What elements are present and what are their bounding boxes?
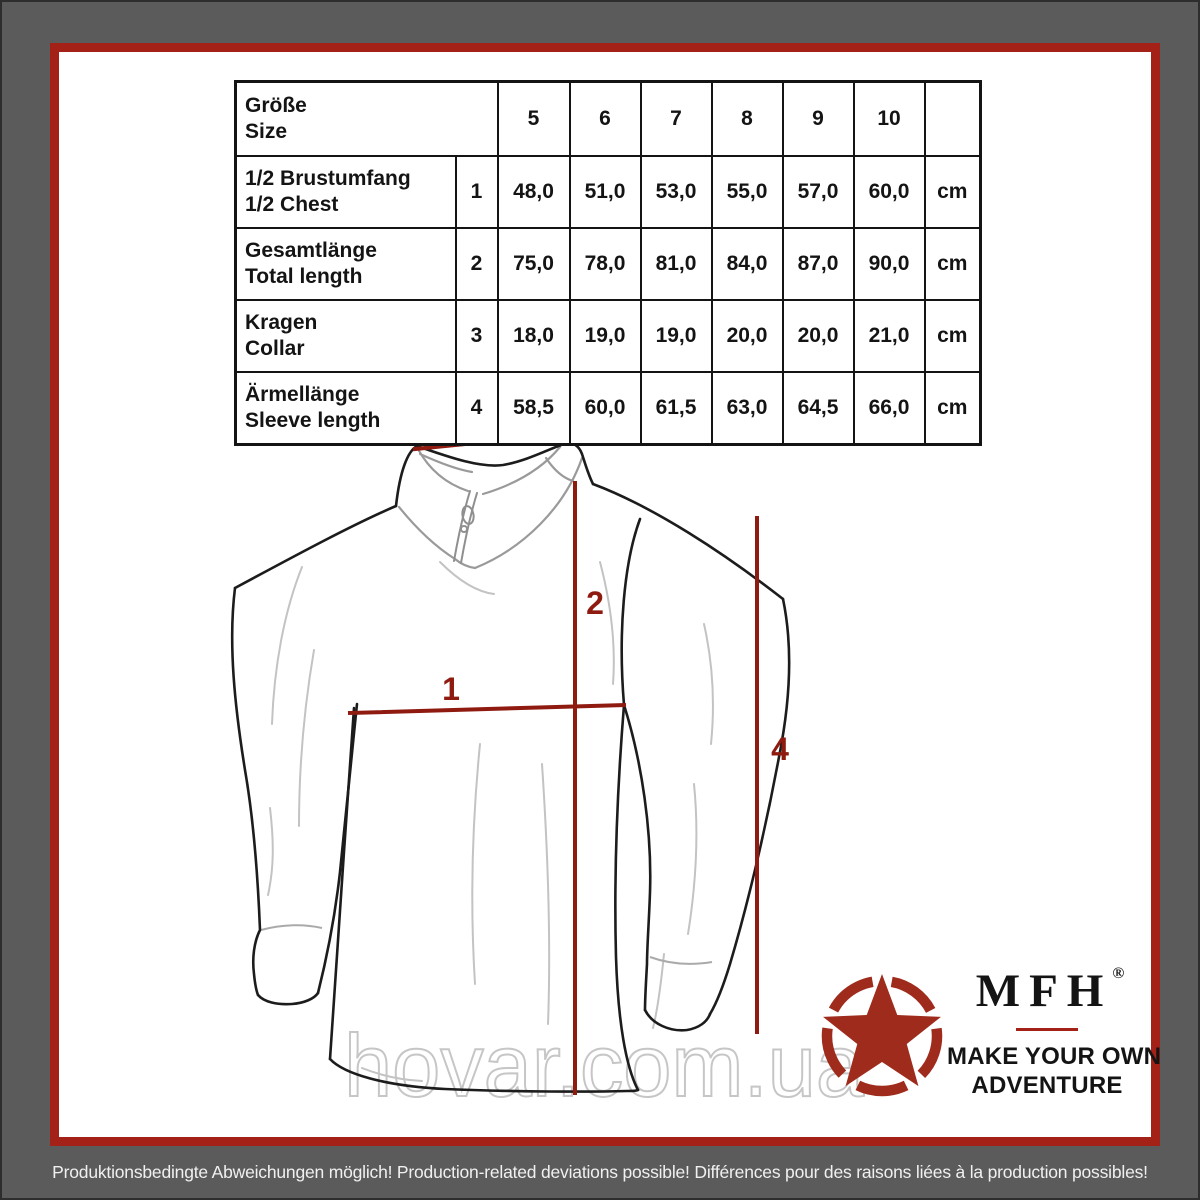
label-en: 1/2 Chest — [245, 193, 339, 216]
value-cell: 87,0 — [781, 227, 855, 301]
value-cell: 61,5 — [639, 371, 713, 446]
footer-note: Produktionsbedingte Abweichungen möglich… — [2, 1148, 1198, 1196]
size-col-header: 8 — [710, 80, 784, 157]
tagline-line2: ADVENTURE — [971, 1071, 1123, 1099]
unit-cell: cm — [923, 155, 982, 229]
table-row: Kragen Collar 3 18,0 19,0 19,0 20,0 20,0… — [234, 299, 982, 373]
size-col-header: 10 — [852, 80, 926, 157]
measure-label-cell: Ärmellänge Sleeve length — [234, 371, 457, 446]
value-cell: 48,0 — [496, 155, 571, 229]
value-cell: 78,0 — [568, 227, 642, 301]
value-cell: 57,0 — [781, 155, 855, 229]
value-cell: 58,5 — [496, 371, 571, 446]
label-de: Kragen — [245, 310, 318, 334]
measure-label-cell: Gesamtlänge Total length — [234, 227, 457, 301]
measure-label-cell: Kragen Collar — [234, 299, 457, 373]
label-en: Total length — [245, 265, 363, 288]
value-cell: 75,0 — [496, 227, 571, 301]
star-icon — [821, 974, 943, 1097]
value-cell: 60,0 — [568, 371, 642, 446]
table-row: Ärmellänge Sleeve length 4 58,5 60,0 61,… — [234, 371, 982, 446]
size-col-header: 9 — [781, 80, 855, 157]
table-row: 1/2 Brustumfang 1/2 Chest 1 48,0 51,0 53… — [234, 155, 982, 229]
disclaimer-text: Produktionsbedingte Abweichungen möglich… — [52, 1161, 1148, 1182]
size-label-de: Größe — [245, 93, 307, 117]
label-de: 1/2 Brustumfang — [245, 166, 411, 190]
measure-label-cell: 1/2 Brustumfang 1/2 Chest — [234, 155, 457, 229]
size-col-header: 5 — [496, 80, 571, 157]
value-cell: 90,0 — [852, 227, 926, 301]
marker-number-cell: 2 — [454, 227, 499, 301]
value-cell: 84,0 — [710, 227, 784, 301]
value-cell: 63,0 — [710, 371, 784, 446]
registered-mark: ® — [1112, 965, 1125, 982]
label-en: Sleeve length — [245, 409, 381, 432]
value-cell: 81,0 — [639, 227, 713, 301]
size-table: Größe Size 5 6 7 8 9 10 1/2 Brustumfang … — [234, 80, 982, 446]
value-cell: 21,0 — [852, 299, 926, 373]
size-col-header: 7 — [639, 80, 713, 157]
value-cell: 18,0 — [496, 299, 571, 373]
brand-name: MFH — [975, 965, 1113, 1017]
label-en: Collar — [245, 337, 305, 360]
value-cell: 51,0 — [568, 155, 642, 229]
value-cell: 64,5 — [781, 371, 855, 446]
unit-header-cell — [923, 80, 982, 157]
marker-number-cell: 1 — [454, 155, 499, 229]
table-row: Gesamtlänge Total length 2 75,0 78,0 81,… — [234, 227, 982, 301]
label-de: Ärmellänge — [245, 382, 360, 406]
marker-number-cell: 4 — [454, 371, 499, 446]
unit-cell: cm — [923, 371, 982, 446]
value-cell: 20,0 — [710, 299, 784, 373]
value-cell: 60,0 — [852, 155, 926, 229]
mfh-logo: MFH® MAKE YOUR OWN ADVENTURE — [947, 966, 1162, 1101]
unit-cell: cm — [923, 299, 982, 373]
value-cell: 66,0 — [852, 371, 926, 446]
value-cell: 19,0 — [639, 299, 713, 373]
table-header-row: Größe Size 5 6 7 8 9 10 — [234, 80, 982, 157]
size-header-cell: Größe Size — [234, 80, 499, 157]
tagline-line1: MAKE YOUR OWN — [947, 1043, 1162, 1070]
value-cell: 53,0 — [639, 155, 713, 229]
size-label-en: Size — [245, 120, 288, 143]
value-cell: 20,0 — [781, 299, 855, 373]
value-cell: 55,0 — [710, 155, 784, 229]
brand-divider — [1016, 1028, 1078, 1031]
star-shape — [823, 974, 941, 1087]
unit-cell: cm — [923, 227, 982, 301]
brand-wordmark: MFH® — [953, 966, 1147, 1015]
size-col-header: 6 — [568, 80, 642, 157]
value-cell: 19,0 — [568, 299, 642, 373]
broken-circle — [821, 975, 943, 1097]
label-de: Gesamtlänge — [245, 238, 377, 262]
marker-number-cell: 3 — [454, 299, 499, 373]
